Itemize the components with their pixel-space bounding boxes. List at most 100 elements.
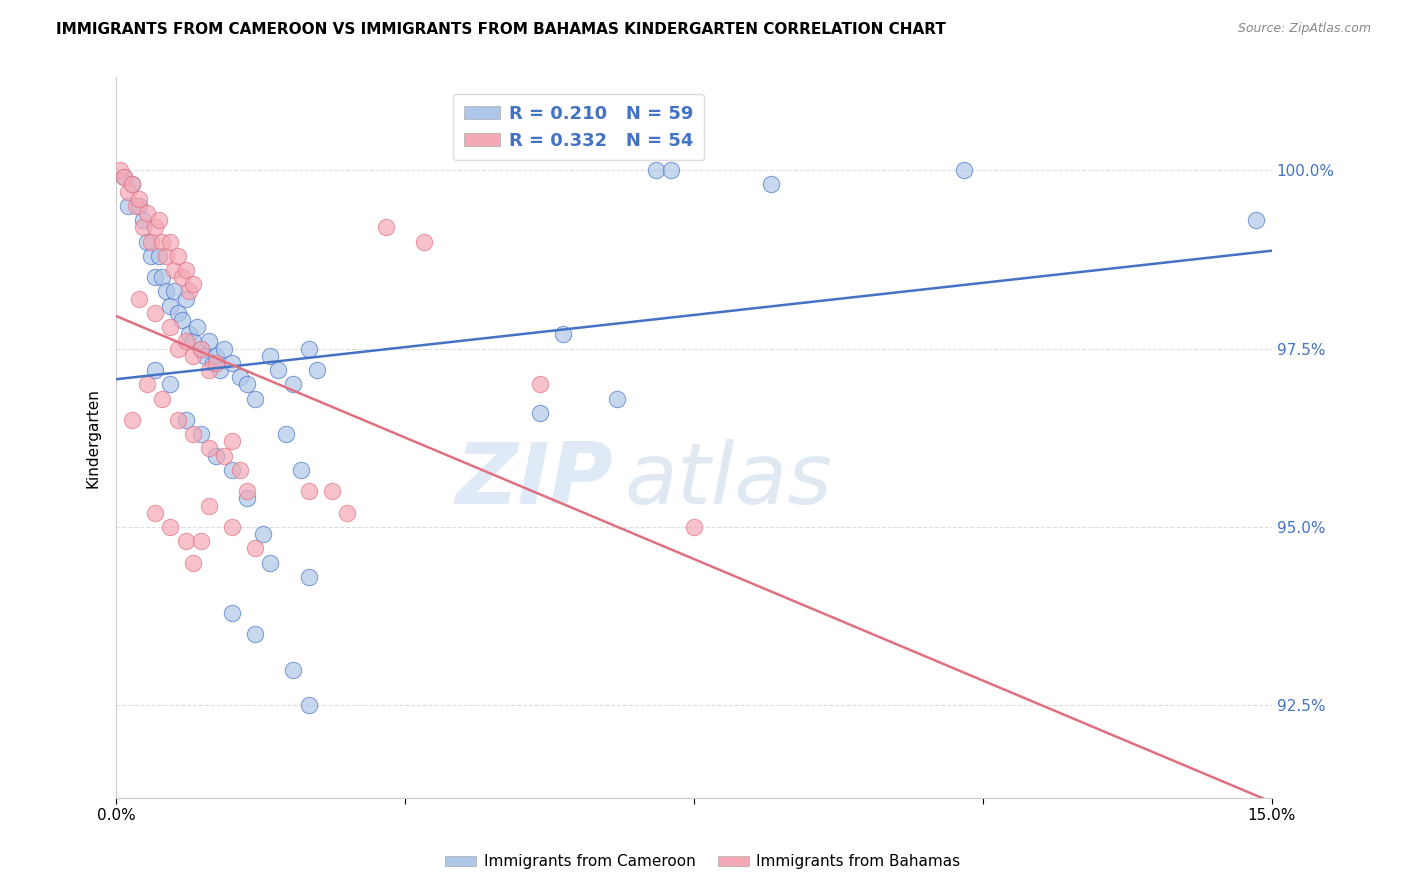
Point [190,534,212,549]
Point [529,377,551,392]
Point [108,163,131,178]
Point [190,342,212,356]
Point [139,249,162,263]
Point [212,342,235,356]
Point [181,349,204,363]
Point [209,363,232,377]
Point [167,342,190,356]
Point [243,392,266,406]
Point [179,285,201,299]
Point [179,327,201,342]
Point [136,235,159,249]
Point [117,199,139,213]
Point [124,199,146,213]
Point [112,170,135,185]
Point [205,449,228,463]
Point [197,442,219,456]
Point [201,356,224,370]
Point [136,206,159,220]
Point [159,235,181,249]
Point [606,392,628,406]
Point [759,178,782,192]
Point [148,249,170,263]
Point [190,342,212,356]
Point [143,270,166,285]
Legend: R = 0.210   N = 59, R = 0.332   N = 54: R = 0.210 N = 59, R = 0.332 N = 54 [453,94,704,161]
Point [236,484,259,499]
Point [190,427,212,442]
Text: IMMIGRANTS FROM CAMEROON VS IMMIGRANTS FROM BAHAMAS KINDERGARTEN CORRELATION CHA: IMMIGRANTS FROM CAMEROON VS IMMIGRANTS F… [56,22,946,37]
Point [221,606,243,620]
Point [221,520,243,534]
Text: atlas: atlas [624,440,832,523]
Point [167,249,190,263]
Point [321,484,343,499]
Point [152,392,174,406]
Point [1246,213,1268,227]
Point [374,220,396,235]
Point [143,506,166,520]
Point [252,527,274,541]
Point [413,235,436,249]
Point [128,192,150,206]
Point [155,249,177,263]
Point [132,220,155,235]
Point [683,520,706,534]
Point [529,406,551,420]
Point [170,313,193,327]
Point [305,363,328,377]
Point [243,541,266,556]
Point [197,334,219,349]
Point [659,163,682,178]
Point [132,213,155,227]
Point [181,427,204,442]
Point [159,320,181,334]
Point [143,363,166,377]
Point [155,285,177,299]
Point [170,270,193,285]
Point [336,506,359,520]
Point [163,263,186,277]
Point [228,463,250,477]
Point [112,170,135,185]
Point [952,163,974,178]
Point [194,349,217,363]
Point [290,463,312,477]
Point [283,663,305,677]
Point [159,520,181,534]
Point [152,235,174,249]
Point [139,235,162,249]
Point [236,491,259,506]
Point [259,556,281,570]
Point [174,263,197,277]
Point [298,698,321,713]
Point [205,356,228,370]
Point [128,292,150,306]
Y-axis label: Kindergarten: Kindergarten [86,388,100,488]
Point [236,377,259,392]
Point [163,285,186,299]
Point [117,185,139,199]
Point [212,449,235,463]
Text: ZIP: ZIP [456,440,613,523]
Point [221,356,243,370]
Point [259,349,281,363]
Point [152,270,174,285]
Point [221,463,243,477]
Point [121,178,143,192]
Point [143,306,166,320]
Point [228,370,250,384]
Point [174,334,197,349]
Point [243,627,266,641]
Point [644,163,666,178]
Point [136,377,159,392]
Text: Source: ZipAtlas.com: Source: ZipAtlas.com [1237,22,1371,36]
Point [174,413,197,427]
Point [205,349,228,363]
Point [221,434,243,449]
Point [143,220,166,235]
Point [121,413,143,427]
Point [186,320,208,334]
Point [298,342,321,356]
Legend: Immigrants from Cameroon, Immigrants from Bahamas: Immigrants from Cameroon, Immigrants fro… [439,848,967,875]
